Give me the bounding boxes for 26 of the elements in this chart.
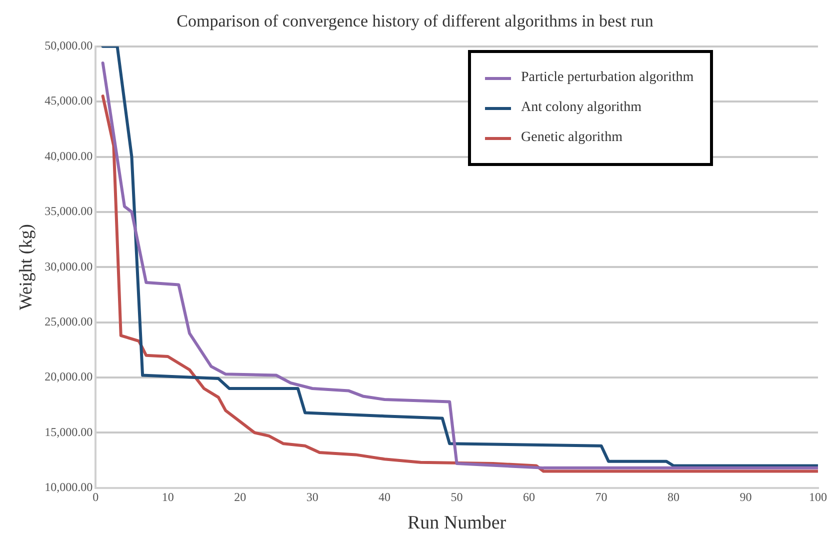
x-tick-label: 90 (740, 490, 752, 504)
y-tick-label: 25,000.00 (44, 314, 93, 328)
y-tick-label: 45,000.00 (44, 94, 93, 108)
x-tick-label: 80 (668, 490, 680, 504)
y-tick-label: 10,000.00 (44, 480, 93, 494)
x-tick-label: 100 (809, 490, 827, 504)
x-tick-label: 20 (234, 490, 246, 504)
y-tick-label: 35,000.00 (44, 204, 93, 218)
x-tick-label: 70 (595, 490, 608, 504)
y-axis-title: Weight (kg) (16, 224, 36, 310)
x-tick-label: 10 (162, 490, 174, 504)
x-tick-label: 60 (523, 490, 536, 504)
y-tick-label: 50,000.00 (44, 38, 93, 53)
y-tick-label: 15,000.00 (44, 424, 93, 439)
legend-label: Genetic algorithm (521, 130, 622, 146)
legend-label: Particle perturbation algorithm (521, 70, 694, 86)
x-tick-label: 30 (306, 490, 318, 504)
x-tick-label: 40 (378, 490, 391, 504)
y-tick-label: 20,000.00 (44, 370, 93, 384)
chart-title: Comparison of convergence history of different algorithms in best run (176, 12, 654, 31)
x-axis-title: Run Number (407, 512, 507, 534)
y-tick-label: 30,000.00 (44, 259, 93, 274)
x-tick-label: 0 (92, 490, 99, 504)
y-tick-label: 40,000.00 (44, 148, 93, 163)
legend-label: Ant colony algorithm (521, 100, 642, 116)
x-tick-label: 50 (450, 490, 463, 504)
